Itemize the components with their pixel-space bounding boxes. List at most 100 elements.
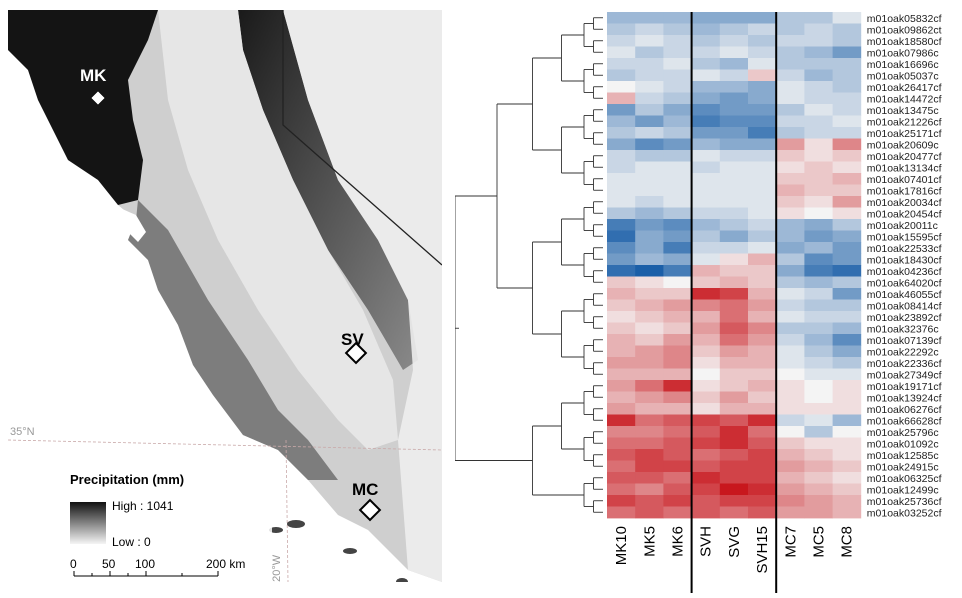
heatmap-cell <box>776 219 805 231</box>
heatmap-cell <box>804 207 833 220</box>
column-label: MK6 <box>670 526 687 557</box>
heatmap-cell <box>832 460 862 473</box>
heatmap-cell <box>691 196 721 208</box>
row-label: m01oak05037c <box>867 70 939 82</box>
heatmap-cell <box>832 437 862 450</box>
heatmap-cell <box>663 299 692 312</box>
row-label: m01oak20011c <box>867 220 938 232</box>
row-label: m01oak07986c <box>867 47 939 59</box>
row-label: m01oak25171cf <box>867 128 942 140</box>
heatmap-cell <box>776 334 805 346</box>
heatmap-cell <box>607 460 636 473</box>
heatmap-cell <box>635 368 664 381</box>
row-label: m01oak04236cf <box>867 266 942 278</box>
heatmap-cell <box>776 449 805 461</box>
heatmap-cell <box>719 196 749 208</box>
heatmap-cell <box>832 127 862 139</box>
heatmap-cell <box>804 104 833 116</box>
latitude-line <box>7 439 443 451</box>
heatmap-cell <box>832 299 862 312</box>
heatmap-cell <box>635 23 664 36</box>
column-label: SVH15 <box>754 526 771 574</box>
heatmap-cell <box>719 299 749 312</box>
heatmap-cell <box>691 35 721 47</box>
heatmap-cell <box>832 403 862 415</box>
heatmap-cell <box>691 12 721 24</box>
heatmap-cell <box>691 92 721 105</box>
heatmap-cell <box>635 115 664 128</box>
heatmap-cell <box>832 345 862 358</box>
heatmap-cell <box>607 426 636 438</box>
heatmap-cell <box>748 368 777 381</box>
heatmap-cell <box>607 506 636 519</box>
heatmap-cell <box>804 69 833 82</box>
row-label: m01oak20454cf <box>867 208 942 220</box>
heatmap-cell <box>691 368 721 381</box>
heatmap-cell <box>776 357 805 369</box>
heatmap-cell <box>832 35 862 47</box>
heatmap-cell <box>663 380 692 392</box>
heatmap-cell <box>832 184 862 197</box>
row-label: m01oak05832cf <box>867 13 942 25</box>
heatmap-cell <box>607 483 636 496</box>
heatmap-cell <box>776 104 805 116</box>
heatmap-cell <box>748 23 777 36</box>
heatmap-cell <box>663 161 692 174</box>
heatmap-cell <box>607 35 636 47</box>
heatmap-cell <box>776 460 805 473</box>
scale-tick: 200 km <box>206 557 245 571</box>
heatmap-cell <box>663 414 692 427</box>
heatmap-cell <box>776 322 805 335</box>
heatmap-cell <box>719 483 749 496</box>
row-label: m01oak20477cf <box>867 151 942 163</box>
column-label: SVH <box>698 526 715 557</box>
row-label: m01oak09862ct <box>867 24 942 36</box>
heatmap-cell <box>748 357 777 369</box>
heatmap-cell <box>804 449 833 461</box>
heatmap-cell <box>607 173 636 185</box>
heatmap-cell <box>748 334 777 346</box>
heatmap-cell <box>635 334 664 346</box>
heatmap-cell <box>804 460 833 473</box>
heatmap-cell <box>719 449 749 461</box>
heatmap-cell <box>776 230 805 243</box>
heatmap-cell <box>832 322 862 335</box>
heatmap-cell <box>776 414 805 427</box>
heatmap-cell <box>663 127 692 139</box>
heatmap-cell <box>776 311 805 323</box>
heatmap-cell <box>748 138 777 151</box>
heatmap-cell <box>719 138 749 151</box>
heatmap-cell <box>804 426 833 438</box>
row-label: m01oak15595cf <box>867 231 942 243</box>
heatmap-cell <box>607 58 636 70</box>
heatmap-cell <box>663 58 692 70</box>
heatmap-cell <box>804 357 833 369</box>
heatmap-cell <box>607 207 636 220</box>
heatmap-cell <box>607 253 636 266</box>
heatmap-cell <box>776 184 805 197</box>
heatmap-cell <box>607 92 636 105</box>
heatmap-cell <box>719 472 749 484</box>
heatmap-cell <box>719 127 749 139</box>
expression-heatmap: m01oak05832cf m01oak09862ct m01oak18580cf m… <box>454 0 962 598</box>
heatmap-cell <box>804 219 833 231</box>
heatmap-cell <box>776 472 805 484</box>
heatmap-cell <box>748 12 777 24</box>
heatmap-cell <box>607 299 636 312</box>
legend: Precipitation (mm) High : 1041 Low : 0 0… <box>62 466 272 582</box>
heatmap-cell <box>607 357 636 369</box>
heatmap-cell <box>635 12 664 24</box>
row-label: m01oak17816cf <box>867 185 942 197</box>
heatmap-cell <box>748 92 777 105</box>
heatmap-cell <box>607 437 636 450</box>
heatmap-cell <box>691 460 721 473</box>
heatmap-cell <box>804 12 833 24</box>
heatmap-cell <box>691 219 721 231</box>
heatmap-cell <box>748 196 777 208</box>
heatmap-cell <box>663 449 692 461</box>
heatmap-cell <box>607 138 636 151</box>
heatmap-cell <box>804 391 833 404</box>
heatmap-cell <box>832 357 862 369</box>
heatmap-cell <box>635 46 664 59</box>
row-label: m01oak14472cf <box>867 93 942 105</box>
